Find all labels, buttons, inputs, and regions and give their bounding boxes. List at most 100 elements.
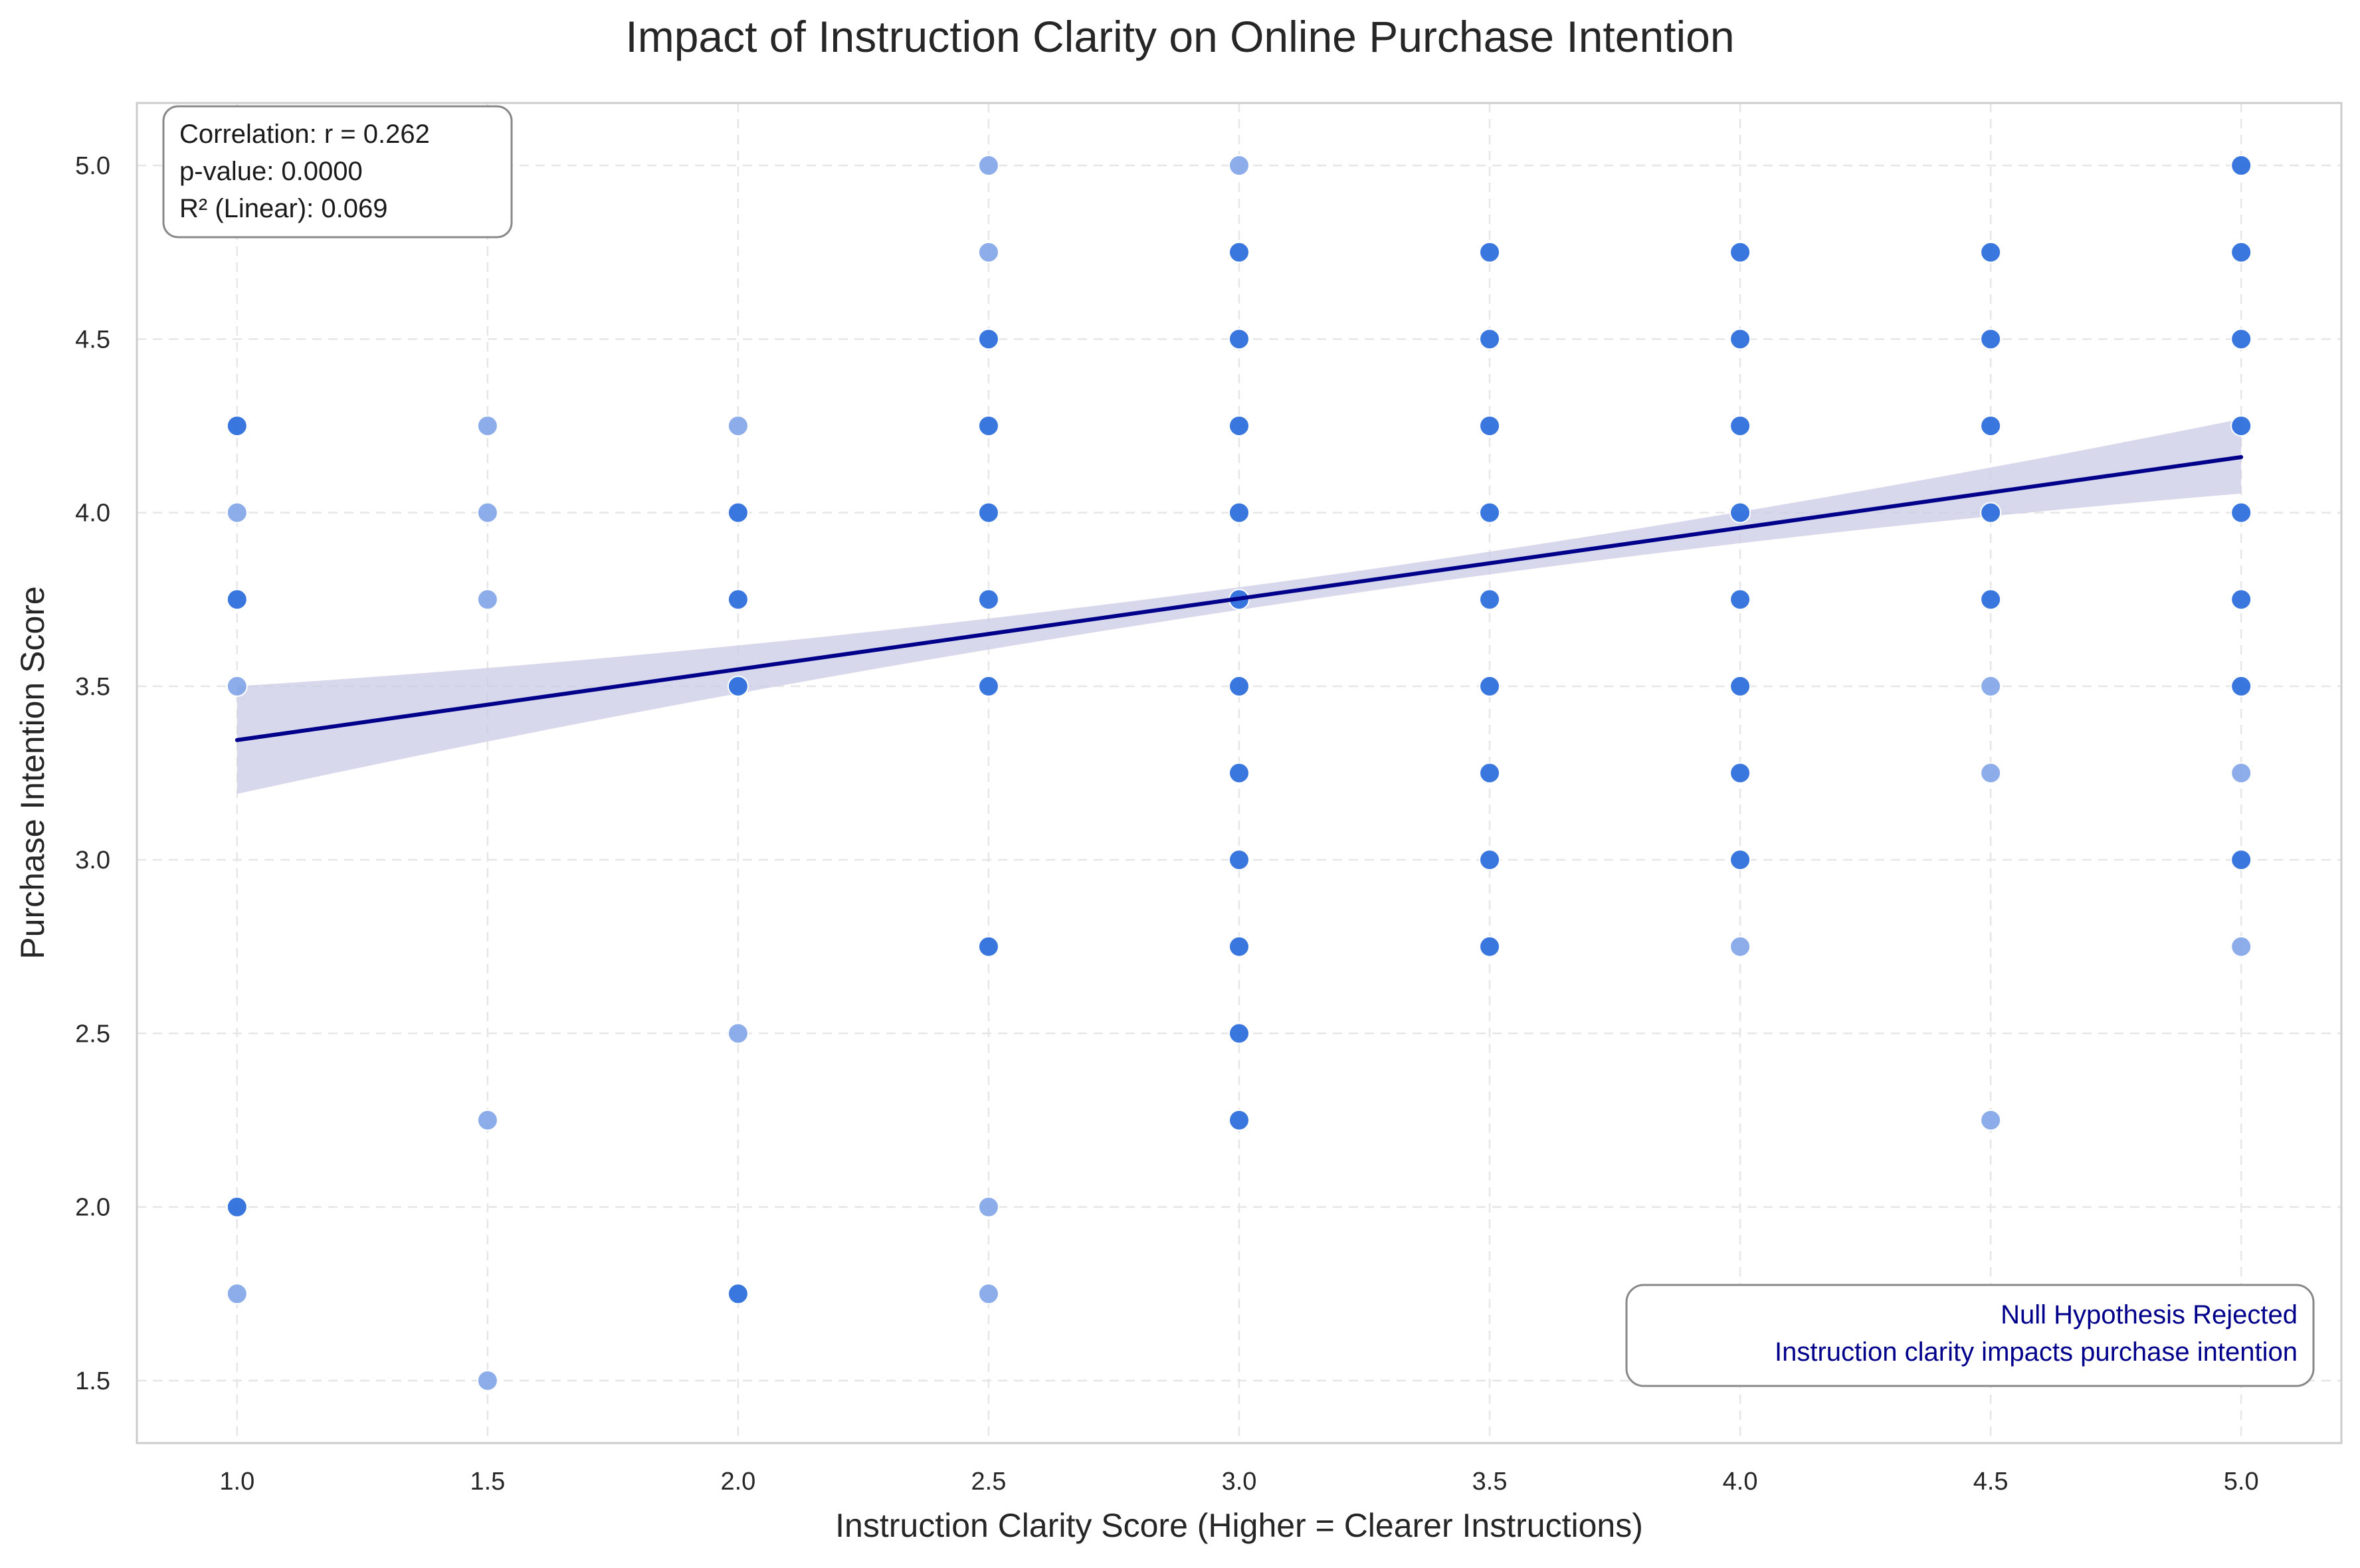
y-tick-label: 5.0 [75, 152, 110, 180]
scatter-point [1729, 328, 1751, 350]
scatter-point [2230, 328, 2252, 350]
scatter-point [727, 415, 749, 437]
scatter-point [1729, 675, 1751, 697]
scatter-point [977, 589, 999, 611]
scatter-point [1479, 328, 1501, 350]
scatter-point [1980, 1110, 2002, 1131]
x-tick-label: 1.5 [470, 1468, 505, 1496]
scatter-point [977, 328, 999, 350]
conclusion-heading: Null Hypothesis Rejected [2001, 1300, 2298, 1329]
y-axis-title: Purchase Intention Score [14, 586, 51, 959]
y-tick-label: 4.0 [75, 500, 110, 528]
scatter-point [1980, 328, 2002, 350]
scatter-point [1729, 849, 1751, 871]
scatter-point [2230, 849, 2252, 871]
scatter-point [1229, 241, 1250, 263]
scatter-point [1229, 1023, 1250, 1044]
conclusion-annotation-box: Null Hypothesis Rejected Instruction cla… [1625, 1284, 2315, 1387]
scatter-point [226, 589, 248, 611]
y-tick-label: 4.5 [75, 326, 110, 353]
scatter-point [727, 1283, 749, 1305]
scatter-point [476, 502, 498, 524]
scatter-point [1479, 589, 1501, 611]
y-tick-label: 1.5 [75, 1367, 110, 1395]
scatter-point [1229, 935, 1250, 957]
scatter-point [1229, 502, 1250, 524]
scatter-point [977, 155, 999, 177]
scatter-point [1980, 415, 2002, 437]
x-tick-label: 1.0 [219, 1468, 254, 1496]
scatter-point [1229, 328, 1250, 350]
scatter-point [226, 415, 248, 437]
scatter-point [1729, 589, 1751, 611]
scatter-point [1729, 935, 1751, 957]
scatter-point [1980, 589, 2002, 611]
scatter-point [1729, 241, 1751, 263]
scatter-point [1980, 502, 2002, 524]
regression-line-layer [235, 454, 2244, 742]
scatter-point [727, 589, 749, 611]
scatter-point [1479, 415, 1501, 437]
stats-p-value: p-value: 0.0000 [179, 157, 363, 186]
scatter-point [1229, 1110, 1250, 1131]
stats-annotation-box: Correlation: r = 0.262 p-value: 0.0000 R… [162, 105, 513, 239]
scatter-point [2230, 589, 2252, 611]
scatter-point [476, 1110, 498, 1131]
scatter-point [977, 415, 999, 437]
conclusion-detail: Instruction clarity impacts purchase int… [1775, 1337, 2298, 1367]
scatter-point [977, 675, 999, 697]
y-tick-label: 3.0 [75, 846, 110, 874]
stats-r-squared: R² (Linear): 0.069 [179, 194, 387, 223]
scatter-point [977, 1196, 999, 1218]
scatter-point [226, 1283, 248, 1305]
x-axis-title: Instruction Clarity Score (Higher = Clea… [835, 1507, 1643, 1544]
scatter-point [476, 1369, 498, 1391]
x-tick-label: 2.0 [720, 1468, 755, 1496]
scatter-point [1229, 849, 1250, 871]
scatter-point [476, 415, 498, 437]
scatter-point [226, 675, 248, 697]
y-tick-label: 2.5 [75, 1020, 110, 1048]
y-tick-labels: 1.5 2.0 2.5 3.0 3.5 4.0 4.5 5.0 [75, 152, 110, 1395]
scatter-point [2230, 675, 2252, 697]
scatter-point [1229, 675, 1250, 697]
scatter-point [1479, 502, 1501, 524]
x-tick-label: 5.0 [2224, 1468, 2259, 1496]
scatter-point [977, 241, 999, 263]
chart-title: Impact of Instruction Clarity on Online … [625, 12, 1734, 61]
x-tick-label: 4.5 [1973, 1468, 2009, 1496]
scatter-point [1229, 415, 1250, 437]
scatter-point [727, 1023, 749, 1044]
scatter-point [1229, 762, 1250, 784]
scatter-point [226, 1196, 248, 1218]
scatter-point [226, 502, 248, 524]
scatter-point [1229, 155, 1250, 177]
scatter-point [1479, 935, 1501, 957]
stats-box-frame [162, 105, 513, 239]
scatter-point [1980, 762, 2002, 784]
y-tick-label: 2.0 [75, 1194, 110, 1222]
scatter-point [2230, 155, 2252, 177]
scatter-point [727, 502, 749, 524]
scatter-point [1729, 502, 1751, 524]
scatter-point [1479, 849, 1501, 871]
x-tick-label: 3.0 [1222, 1468, 1257, 1496]
scatter-point [1479, 241, 1501, 263]
scatter-point [1980, 675, 2002, 697]
scatter-point [476, 589, 498, 611]
stats-correlation: Correlation: r = 0.262 [179, 120, 430, 149]
scatter-point [727, 675, 749, 697]
scatter-point [1729, 415, 1751, 437]
regression-line [235, 454, 2244, 742]
x-tick-label: 4.0 [1723, 1468, 1758, 1496]
scatter-point [2230, 415, 2252, 437]
scatter-point [1479, 762, 1501, 784]
data-points [226, 155, 2252, 1391]
plot-frame [136, 102, 2343, 1444]
y-tick-label: 3.5 [75, 673, 110, 701]
conclusion-box-frame [1625, 1284, 2315, 1387]
scatter-point [977, 1283, 999, 1305]
scatter-point [1980, 241, 2002, 263]
